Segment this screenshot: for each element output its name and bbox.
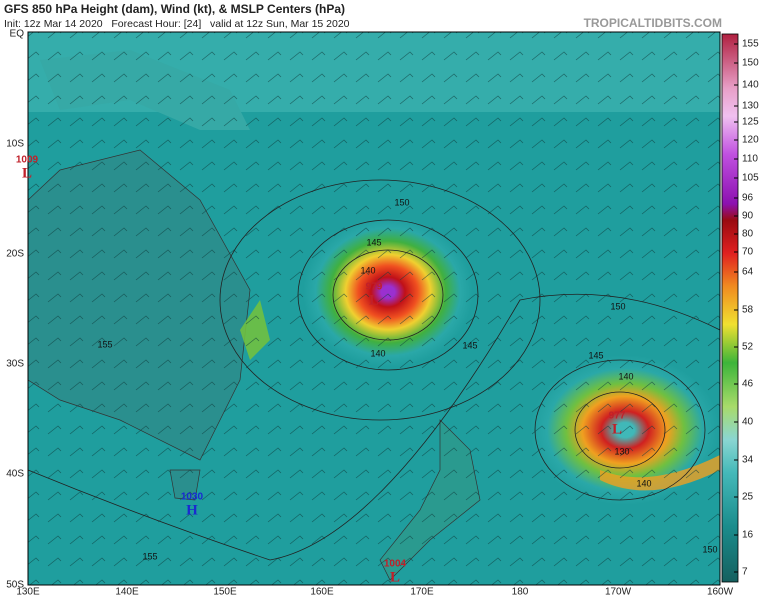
lon-label: 170W — [605, 587, 632, 598]
pressure-symbol: L — [390, 569, 400, 585]
contour-label: 130 — [614, 446, 629, 456]
lon-label: 160E — [310, 587, 334, 598]
pressure-symbol: L — [612, 421, 622, 437]
contour-label: 140 — [636, 478, 651, 488]
colorbar-label: 34 — [742, 455, 754, 466]
colorbar-label: 150 — [742, 58, 759, 69]
colorbar-label: 7 — [742, 567, 748, 578]
colorbar-label: 46 — [742, 379, 754, 390]
colorbar-label: 64 — [742, 267, 754, 278]
contour-label: 140 — [370, 348, 385, 358]
pressure-value: 1009 — [16, 155, 39, 166]
lat-label: 20S — [6, 249, 24, 260]
colorbar-label: 130 — [742, 101, 759, 112]
colorbar-label: 40 — [742, 417, 754, 428]
site: TROPICALTIDBITS.COM — [584, 16, 722, 30]
lat-label: 10S — [6, 139, 24, 150]
contour-label: 140 — [618, 371, 633, 381]
lon-label: 150E — [213, 587, 237, 598]
lat-label: 50S — [6, 580, 24, 591]
subtitle: Init: 12z Mar 14 2020 Forecast Hour: [24… — [4, 18, 350, 30]
colorbar-label: 80 — [742, 229, 754, 240]
colorbar-label: 58 — [742, 305, 754, 316]
lat-label: 30S — [6, 359, 24, 370]
contour-label: 155 — [97, 339, 112, 349]
colorbar-label: 105 — [742, 173, 759, 184]
contour-label: 145 — [588, 350, 603, 360]
contour-label: 150 — [394, 197, 409, 207]
contour-label: 145 — [366, 237, 381, 247]
map — [27, 31, 721, 586]
lon-label: 180 — [512, 587, 529, 598]
pressure-symbol: H — [186, 502, 198, 518]
colorbar-label: 120 — [742, 135, 759, 146]
lon-label: 130E — [16, 587, 40, 598]
pressure-value: 1004 — [384, 559, 407, 570]
colorbar — [721, 33, 739, 583]
colorbar-label: 110 — [742, 154, 758, 165]
pressure-symbol: L — [22, 165, 32, 181]
pressure-value: 1030 — [181, 492, 204, 503]
pressure-value: 977 — [609, 411, 626, 422]
title: GFS 850 hPa Height (dam), Wind (kt), & M… — [4, 2, 345, 16]
colorbar-label: 140 — [742, 80, 759, 91]
lon-label: 170E — [410, 587, 434, 598]
colorbar-label: 125 — [742, 117, 759, 128]
colorbar-label: 25 — [742, 492, 754, 503]
contour-label: 150 — [610, 301, 625, 311]
colorbar-label: 96 — [742, 193, 754, 204]
pressure-value: 979 — [366, 282, 383, 293]
lon-label: 160W — [707, 587, 734, 598]
colorbar-label: 155 — [742, 39, 759, 50]
colorbar-label: 16 — [742, 530, 754, 541]
lat-label: 40S — [6, 469, 24, 480]
lon-label: 140E — [115, 587, 139, 598]
colorbar-label: 70 — [742, 247, 754, 258]
contour-label: 145 — [462, 340, 477, 350]
colorbar-label: 52 — [742, 342, 754, 353]
contour-label: 140 — [360, 265, 375, 275]
colorbar-label: 90 — [742, 211, 754, 222]
contour-label: 155 — [142, 551, 157, 561]
lat-label: EQ — [10, 29, 25, 40]
contour-label: 150 — [702, 544, 717, 554]
pressure-symbol: L — [369, 292, 379, 308]
